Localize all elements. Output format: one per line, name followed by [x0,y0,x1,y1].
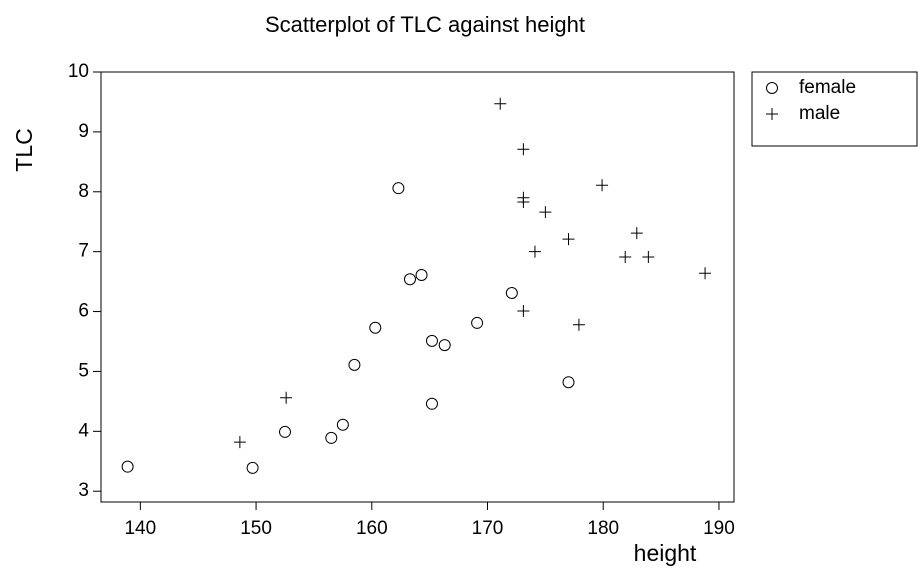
point [642,251,655,264]
point [505,286,518,299]
y-tick-label: 5 [78,360,89,381]
y-tick-label: 3 [78,480,89,501]
point [562,233,575,246]
x-tick-label: 190 [703,518,735,539]
plot-frame [100,71,735,503]
point [562,376,575,389]
x-tick-label: 180 [587,518,619,539]
y-tick-label: 10 [68,61,89,82]
chart-title: Scatterplot of TLC against height [265,12,585,37]
y-tick-label: 9 [78,121,89,142]
x-axis-label: height [634,540,697,566]
y-tick-label: 7 [78,241,89,262]
point [348,358,361,371]
point [325,431,338,444]
point [415,269,428,282]
point [278,425,291,438]
y-axis-label: TLC [11,128,37,171]
x-tick-label: 170 [472,518,504,539]
point [539,206,552,219]
point [517,304,530,317]
point [425,397,438,410]
legend-label: male [799,103,840,124]
point [630,227,643,240]
point [369,321,382,334]
point [246,461,259,474]
x-tick-label: 160 [356,518,388,539]
point [619,251,632,264]
legend-box [751,71,918,147]
y-tick-label: 6 [78,301,89,322]
x-tick-label: 150 [240,518,272,539]
point [699,267,712,280]
point [280,391,293,404]
point [528,245,541,258]
legend-marker [766,82,778,94]
point [494,97,507,110]
point [572,318,585,331]
x-tick-label: 140 [124,518,156,539]
legend-label: female [799,77,856,98]
point [425,334,438,347]
point [233,436,246,449]
point [392,182,405,195]
point [438,339,451,352]
point [336,418,349,431]
legend-marker [766,108,778,120]
point [517,143,530,156]
point [596,179,609,192]
point [517,195,530,208]
point [121,460,134,473]
point [471,316,484,329]
y-tick-label: 8 [78,181,89,202]
y-tick-label: 4 [78,420,89,441]
point [403,273,416,286]
